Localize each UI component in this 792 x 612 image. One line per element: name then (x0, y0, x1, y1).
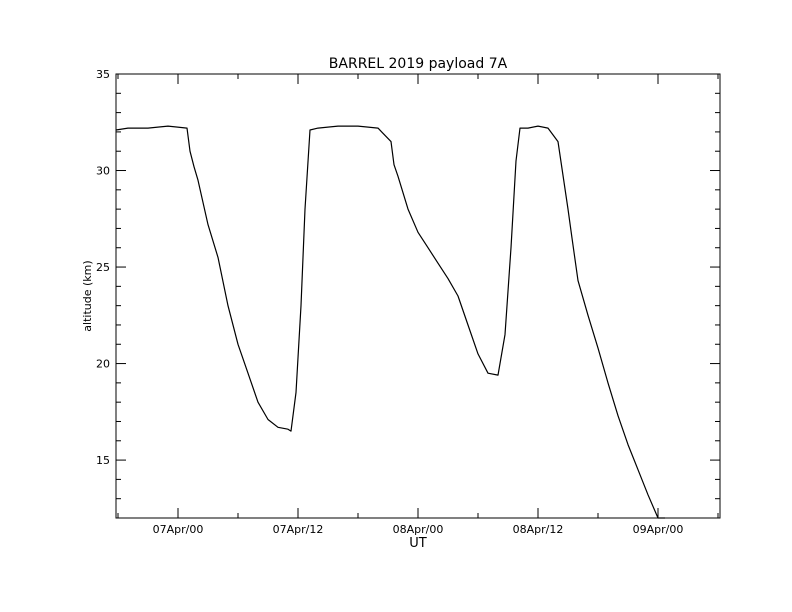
y-tick-label: 25 (96, 261, 110, 274)
plot-frame (115, 73, 721, 519)
y-tick-label: 35 (96, 68, 110, 81)
x-axis-label: UT (409, 536, 427, 551)
axis-ticks (116, 73, 720, 519)
x-tick-label: 09Apr/00 (633, 523, 684, 536)
x-tick-label: 08Apr/00 (393, 523, 444, 536)
x-tick-label: 08Apr/12 (513, 523, 564, 536)
y-axis-label: altitude (km) (81, 260, 94, 331)
x-tick-label: 07Apr/00 (153, 523, 204, 536)
x-tick-label: 07Apr/12 (273, 523, 324, 536)
y-tick-label: 15 (96, 454, 110, 467)
altitude-line (115, 125, 665, 519)
y-tick-label: 30 (96, 165, 110, 178)
chart-title: BARREL 2019 payload 7A (329, 56, 508, 72)
y-tick-label: 20 (96, 358, 110, 371)
axis-tick-labels: 15 20 25 30 35 07Apr/00 07Apr/12 08Apr/00 08Apr/… (96, 68, 683, 536)
series-layer (115, 125, 665, 519)
